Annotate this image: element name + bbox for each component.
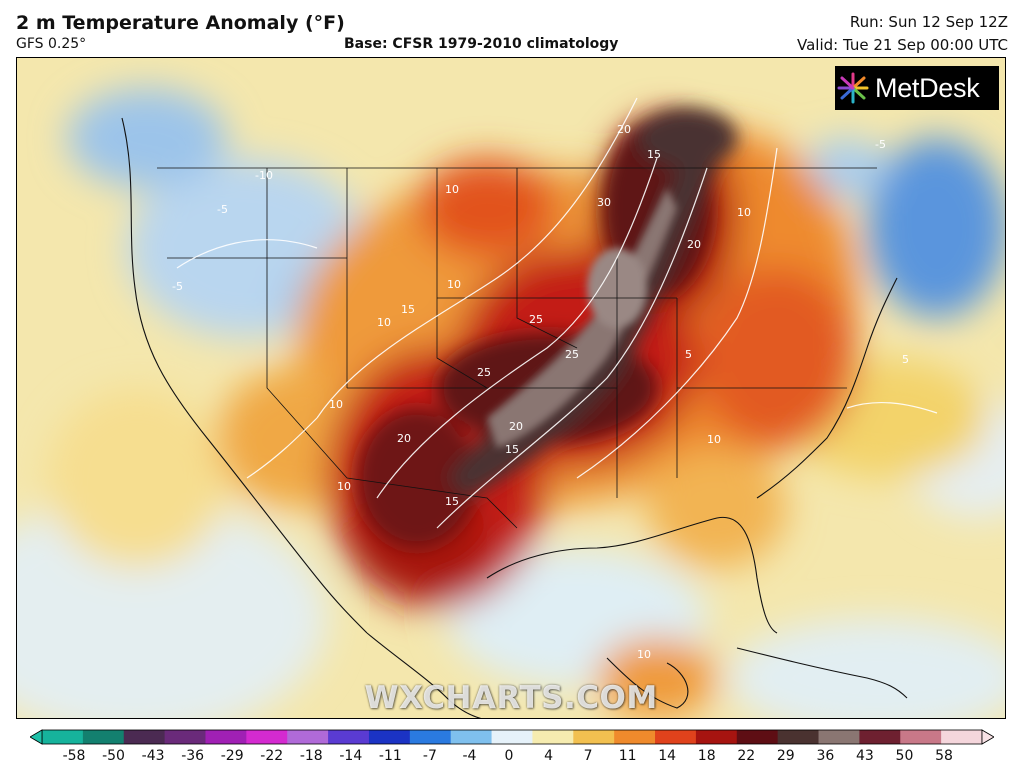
colorbar-segment	[532, 730, 574, 744]
climatology-base-label: Base: CFSR 1979-2010 climatology	[344, 36, 619, 52]
contour-label: 5	[685, 348, 692, 361]
contour-label: -5	[875, 138, 886, 151]
state-borders	[157, 167, 877, 529]
contour-label: 25	[477, 366, 491, 379]
legend-tick-label: 22	[737, 748, 756, 764]
legend-tick-label: 14	[658, 748, 677, 764]
colorbar-segment	[614, 730, 656, 744]
colorbar-segment	[655, 730, 697, 744]
contour-label: -5	[172, 280, 183, 293]
contour-label: -5	[217, 203, 228, 216]
legend-tick-label: -18	[299, 748, 323, 764]
legend-tick-label: 50	[895, 748, 914, 764]
legend-tick-label: -43	[141, 748, 165, 764]
contour-label: 25	[565, 348, 579, 361]
colorbar-segment	[368, 730, 411, 744]
legend-tick-label: 11	[618, 748, 637, 764]
contour-label: 15	[401, 303, 415, 316]
contour-label: 10	[329, 398, 343, 411]
colorbar-right-arrow	[981, 729, 994, 745]
contour-label: 10	[377, 316, 391, 329]
legend-tick-label: -22	[260, 748, 284, 764]
colorbar-segment	[42, 730, 84, 744]
colorbar-segment	[573, 730, 615, 744]
legend-tick-label: 58	[935, 748, 953, 764]
contour-label: 10	[337, 480, 351, 493]
legend-tick-label: -14	[339, 748, 363, 764]
colorbar-segment	[818, 730, 860, 744]
colorbar-segment	[246, 730, 288, 744]
contour-label: 5	[902, 353, 909, 366]
contour-label: 15	[647, 148, 661, 161]
watermark: WXCHARTS.COM	[364, 680, 658, 716]
contour-label: 20	[397, 432, 411, 445]
contour-label: 10	[445, 183, 459, 196]
contour-label: 15	[505, 443, 519, 456]
contour-label: 30	[597, 196, 611, 209]
contour-lines	[176, 97, 938, 529]
legend-tick-label: 36	[816, 748, 835, 764]
colorbar-segment	[82, 730, 125, 744]
coastlines	[121, 117, 908, 718]
anomaly-map[interactable]: 10 10 20 15 30 20 10 25 25 25 20 15 20 1…	[16, 57, 1006, 719]
colorbar-segment	[859, 730, 901, 744]
colorbar-segment	[164, 730, 206, 744]
legend-tick-label: 0	[504, 748, 514, 764]
model-label: GFS 0.25°	[16, 36, 87, 52]
brand-name: MetDesk	[875, 72, 980, 103]
contour-label: 10	[707, 433, 721, 446]
map-canvas: 10 10 20 15 30 20 10 25 25 25 20 15 20 1…	[17, 58, 1005, 718]
legend-tick-label: -58	[62, 748, 86, 764]
contour-label: 10	[447, 278, 461, 291]
colorbar-segment	[287, 730, 329, 744]
colorbar-segment	[205, 730, 247, 744]
colorbar-segment	[450, 730, 493, 744]
run-time-label: Run: Sun 12 Sep 12Z	[849, 13, 1008, 31]
colorbar-segment	[941, 730, 983, 744]
legend-tick-label: 4	[544, 748, 553, 764]
legend-tick-labels: -58 -50 -43 -36 -29 -22 -18 -14 -11 -7 -4 0 4 7 11 14 18…	[0, 748, 1024, 768]
legend-colorbar	[30, 729, 994, 745]
legend-tick-label: -7	[422, 748, 437, 764]
contour-label: 20	[687, 238, 701, 251]
legend-tick-label: -11	[378, 748, 402, 764]
legend-tick-label: -4	[462, 748, 477, 764]
colorbar-segment	[736, 730, 779, 744]
legend-tick-label: -36	[181, 748, 205, 764]
contour-label: 10	[637, 648, 651, 661]
asterisk-burst-icon	[837, 72, 869, 104]
map-title: 2 m Temperature Anomaly (°F)	[16, 12, 345, 34]
contour-label: 20	[509, 420, 523, 433]
contour-label: -10	[255, 169, 273, 182]
colorbar-segment	[695, 730, 738, 744]
colorbar-segment	[777, 730, 820, 744]
contour-label: 15	[445, 495, 459, 508]
contour-label: 10	[737, 206, 751, 219]
valid-time-label: Valid: Tue 21 Sep 00:00 UTC	[797, 36, 1008, 54]
metdesk-logo: MetDesk	[835, 66, 999, 110]
legend-tick-label: 7	[583, 748, 593, 764]
colorbar-left-arrow	[30, 729, 43, 745]
legend-tick-label: 29	[776, 748, 795, 764]
legend-tick-label: -29	[220, 748, 244, 764]
contour-label-group: 10 10 20 15 30 20 10 25 25 25 20 15 20 1…	[172, 123, 909, 661]
colorbar-segment	[328, 730, 370, 744]
legend-tick-label: 18	[697, 748, 716, 764]
colorbar-segment	[491, 730, 533, 744]
contour-label: 20	[617, 123, 631, 136]
legend-tick-label: 43	[855, 748, 874, 764]
colorbar-segment	[123, 730, 166, 744]
colorbar-segment	[900, 730, 942, 744]
legend-tick-label: -50	[102, 748, 125, 764]
contour-label: 25	[529, 313, 543, 326]
colorbar-segment	[409, 730, 452, 744]
